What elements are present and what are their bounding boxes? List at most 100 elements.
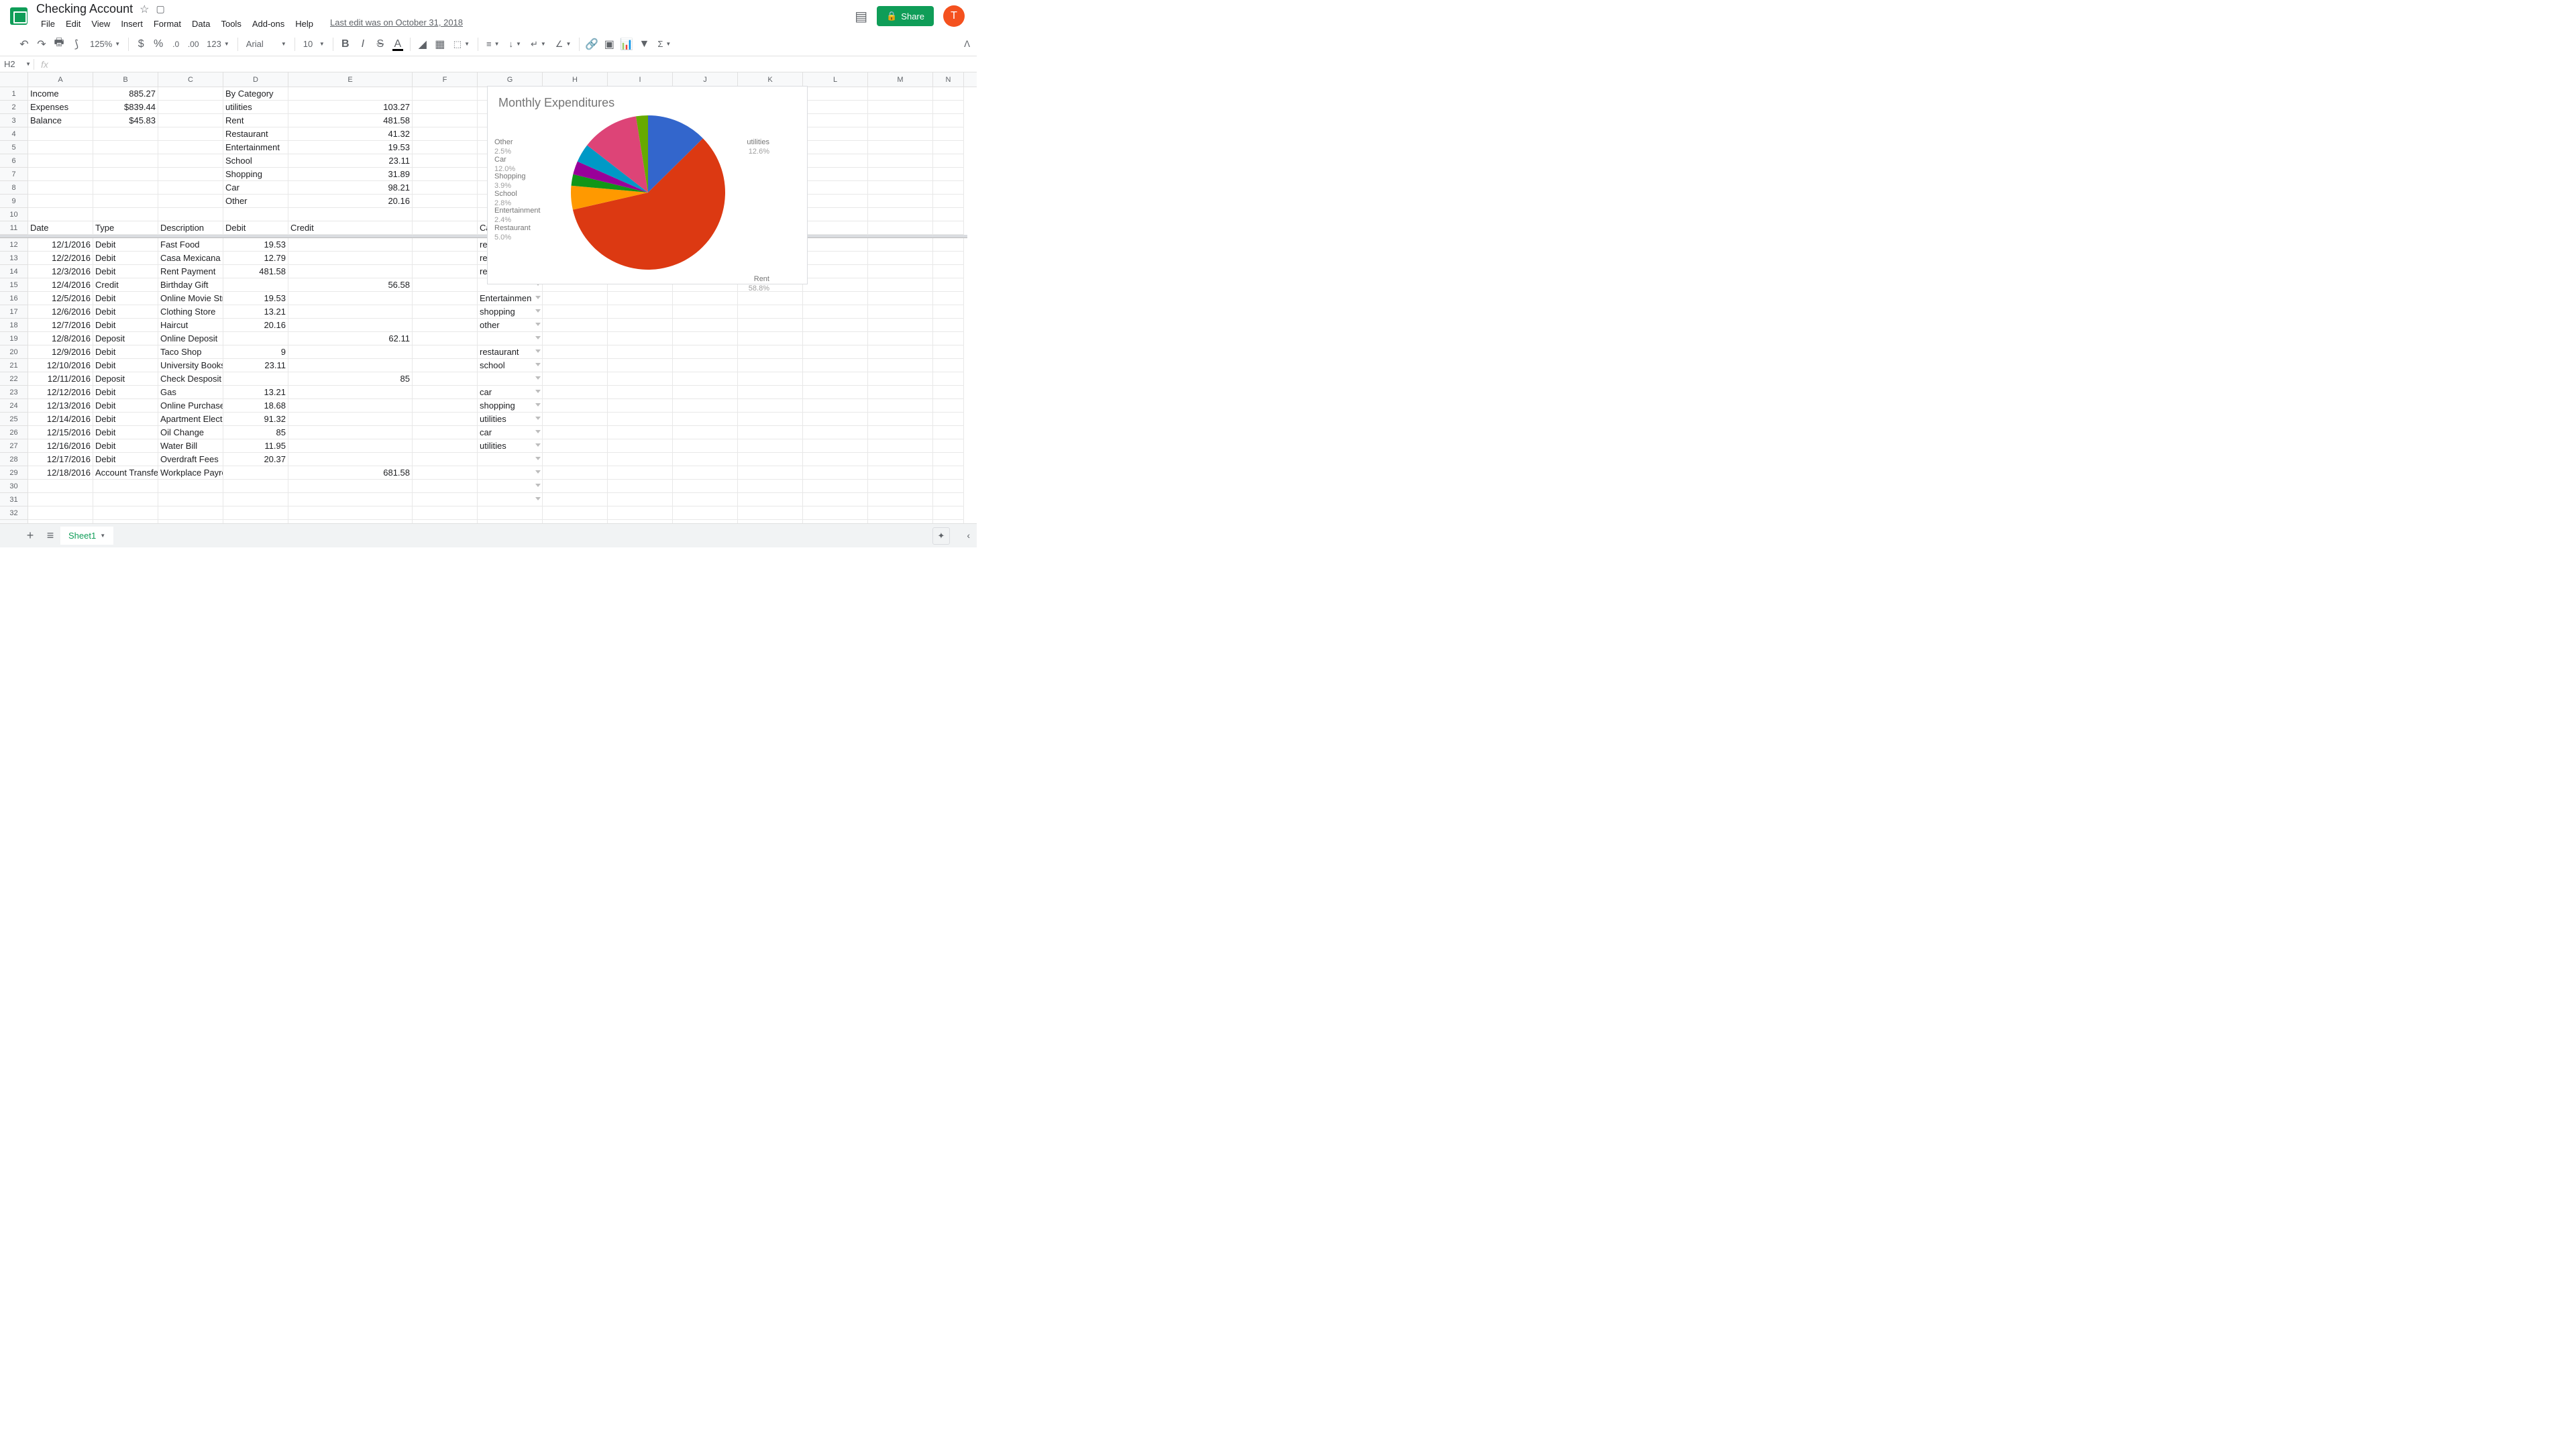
cell-I29[interactable] bbox=[608, 466, 673, 480]
row-header-18[interactable]: 18 bbox=[0, 319, 28, 332]
cell-N31[interactable] bbox=[933, 493, 964, 506]
cell-L25[interactable] bbox=[803, 413, 868, 426]
cell-A11[interactable]: Date bbox=[28, 221, 93, 235]
col-header-G[interactable]: G bbox=[478, 72, 543, 87]
cell-L10[interactable] bbox=[803, 208, 868, 221]
cell-D9[interactable]: Other bbox=[223, 195, 288, 208]
valign-select[interactable]: ↓▼ bbox=[505, 36, 525, 52]
cell-I27[interactable] bbox=[608, 439, 673, 453]
sheets-logo[interactable] bbox=[5, 3, 32, 30]
cell-N3[interactable] bbox=[933, 114, 964, 127]
cell-N19[interactable] bbox=[933, 332, 964, 345]
cell-C31[interactable] bbox=[158, 493, 223, 506]
cell-I26[interactable] bbox=[608, 426, 673, 439]
cell-G17[interactable]: shopping bbox=[478, 305, 543, 319]
cell-J30[interactable] bbox=[673, 480, 738, 493]
cell-M17[interactable] bbox=[868, 305, 933, 319]
cell-I22[interactable] bbox=[608, 372, 673, 386]
cell-A3[interactable]: Balance bbox=[28, 114, 93, 127]
cell-F32[interactable] bbox=[413, 506, 478, 520]
cell-C27[interactable]: Water Bill bbox=[158, 439, 223, 453]
cell-N6[interactable] bbox=[933, 154, 964, 168]
cell-M9[interactable] bbox=[868, 195, 933, 208]
cell-C12[interactable]: Fast Food bbox=[158, 238, 223, 252]
cell-H25[interactable] bbox=[543, 413, 608, 426]
dropdown-arrow-icon[interactable] bbox=[535, 363, 541, 366]
cell-M27[interactable] bbox=[868, 439, 933, 453]
cell-C29[interactable]: Workplace Payroll bbox=[158, 466, 223, 480]
row-header-24[interactable]: 24 bbox=[0, 399, 28, 413]
cell-L9[interactable] bbox=[803, 195, 868, 208]
row-header-7[interactable]: 7 bbox=[0, 168, 28, 181]
cell-F28[interactable] bbox=[413, 453, 478, 466]
cell-M4[interactable] bbox=[868, 127, 933, 141]
cell-I20[interactable] bbox=[608, 345, 673, 359]
dropdown-arrow-icon[interactable] bbox=[535, 443, 541, 447]
cell-L31[interactable] bbox=[803, 493, 868, 506]
cell-K17[interactable] bbox=[738, 305, 803, 319]
cell-B32[interactable] bbox=[93, 506, 158, 520]
add-sheet-icon[interactable]: + bbox=[20, 526, 40, 546]
cell-A9[interactable] bbox=[28, 195, 93, 208]
cell-M5[interactable] bbox=[868, 141, 933, 154]
cell-C23[interactable]: Gas bbox=[158, 386, 223, 399]
cell-F27[interactable] bbox=[413, 439, 478, 453]
cell-B5[interactable] bbox=[93, 141, 158, 154]
cell-M32[interactable] bbox=[868, 506, 933, 520]
cell-H23[interactable] bbox=[543, 386, 608, 399]
row-header-17[interactable]: 17 bbox=[0, 305, 28, 319]
cell-C22[interactable]: Check Desposit bbox=[158, 372, 223, 386]
cell-L20[interactable] bbox=[803, 345, 868, 359]
cell-H30[interactable] bbox=[543, 480, 608, 493]
cell-M15[interactable] bbox=[868, 278, 933, 292]
cell-E6[interactable]: 23.11 bbox=[288, 154, 413, 168]
cell-D14[interactable]: 481.58 bbox=[223, 265, 288, 278]
cell-M28[interactable] bbox=[868, 453, 933, 466]
cell-J20[interactable] bbox=[673, 345, 738, 359]
cell-M8[interactable] bbox=[868, 181, 933, 195]
cell-E11[interactable]: Credit bbox=[288, 221, 413, 235]
cell-E26[interactable] bbox=[288, 426, 413, 439]
cell-K30[interactable] bbox=[738, 480, 803, 493]
star-icon[interactable]: ☆ bbox=[140, 3, 149, 16]
cell-L28[interactable] bbox=[803, 453, 868, 466]
cell-I28[interactable] bbox=[608, 453, 673, 466]
cell-K32[interactable] bbox=[738, 506, 803, 520]
undo-icon[interactable]: ↶ bbox=[16, 36, 32, 52]
cell-I17[interactable] bbox=[608, 305, 673, 319]
cell-L21[interactable] bbox=[803, 359, 868, 372]
cell-A17[interactable]: 12/6/2016 bbox=[28, 305, 93, 319]
spreadsheet-grid[interactable]: ABCDEFGHIJKLMN 1234567891011121314151617… bbox=[0, 72, 977, 534]
dropdown-arrow-icon[interactable] bbox=[535, 350, 541, 353]
cell-E28[interactable] bbox=[288, 453, 413, 466]
cell-N5[interactable] bbox=[933, 141, 964, 154]
cell-D22[interactable] bbox=[223, 372, 288, 386]
cell-M18[interactable] bbox=[868, 319, 933, 332]
cell-H27[interactable] bbox=[543, 439, 608, 453]
cell-M26[interactable] bbox=[868, 426, 933, 439]
cell-C17[interactable]: Clothing Store bbox=[158, 305, 223, 319]
cell-G29[interactable] bbox=[478, 466, 543, 480]
cell-H19[interactable] bbox=[543, 332, 608, 345]
row-header-5[interactable]: 5 bbox=[0, 141, 28, 154]
cell-B19[interactable]: Deposit bbox=[93, 332, 158, 345]
cell-J28[interactable] bbox=[673, 453, 738, 466]
cell-A28[interactable]: 12/17/2016 bbox=[28, 453, 93, 466]
cell-F19[interactable] bbox=[413, 332, 478, 345]
menu-add-ons[interactable]: Add-ons bbox=[248, 17, 289, 30]
cell-C10[interactable] bbox=[158, 208, 223, 221]
row-header-28[interactable]: 28 bbox=[0, 453, 28, 466]
cell-L3[interactable] bbox=[803, 114, 868, 127]
cell-A29[interactable]: 12/18/2016 bbox=[28, 466, 93, 480]
cell-L19[interactable] bbox=[803, 332, 868, 345]
cell-M22[interactable] bbox=[868, 372, 933, 386]
cell-F9[interactable] bbox=[413, 195, 478, 208]
cell-L29[interactable] bbox=[803, 466, 868, 480]
cell-A30[interactable] bbox=[28, 480, 93, 493]
cell-A19[interactable]: 12/8/2016 bbox=[28, 332, 93, 345]
formula-input[interactable] bbox=[55, 59, 977, 69]
cell-A4[interactable] bbox=[28, 127, 93, 141]
cell-A10[interactable] bbox=[28, 208, 93, 221]
cell-A8[interactable] bbox=[28, 181, 93, 195]
cell-D20[interactable]: 9 bbox=[223, 345, 288, 359]
